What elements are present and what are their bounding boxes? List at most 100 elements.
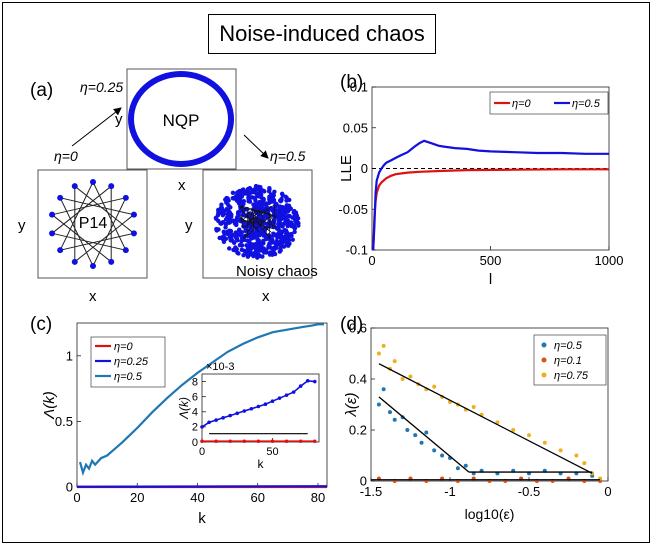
nqp-orbit: [128, 71, 234, 167]
panel-c-inset-point: [214, 418, 218, 422]
chaos-point: [249, 195, 254, 200]
panel-d-point-2: [511, 428, 516, 432]
panel-c-inset-y-tick-label: 8: [192, 376, 198, 388]
panel-b-xlabel: l: [489, 271, 492, 288]
chaos-point: [258, 244, 263, 249]
chaos-point: [218, 221, 224, 226]
chaos-label: Noisy chaos: [236, 263, 318, 280]
chaos-point: [260, 248, 265, 253]
chaos-point: [283, 221, 289, 226]
chaos-point: [234, 218, 240, 224]
panel-c-series-1: [76, 485, 328, 488]
chaos-point: [258, 185, 263, 190]
chaos-point: [225, 217, 230, 222]
chaos-point: [253, 241, 259, 247]
chaos-point: [251, 245, 256, 250]
panel-c-inset-y-tick-label: 4: [192, 407, 198, 419]
chaos-point: [250, 231, 255, 236]
panel-c-inset-point: [298, 384, 303, 388]
arrow-left-to-top: [71, 107, 122, 147]
chaos-point: [227, 246, 232, 251]
chaos-point: [273, 241, 279, 247]
panel-c-inset-point: [305, 379, 310, 383]
chaos-point: [277, 235, 283, 240]
panel-d-point-0: [413, 433, 418, 438]
eta-left-label: η=0: [54, 148, 78, 164]
chaos-point: [231, 240, 237, 246]
chaos-point: [235, 215, 240, 220]
panel-c-inset-y-tick-label: 0: [192, 437, 198, 449]
panel-d-label: (d): [340, 314, 363, 335]
chaos-point: [290, 215, 295, 220]
chaos-point: [267, 244, 272, 250]
eta-top-label: η=0.25: [80, 79, 123, 95]
panel-c-y-tick-label: 1: [66, 348, 73, 363]
figure-title: Noise-induced chaos: [208, 14, 436, 54]
chaos-point: [271, 247, 277, 252]
chaos-point: [257, 199, 262, 205]
panel-d-point-0: [440, 453, 445, 458]
arrow-top-to-right: [243, 134, 269, 159]
figure-title-text: Noise-induced chaos: [219, 21, 425, 46]
chaos-point: [262, 202, 267, 207]
panel-d-point-2: [582, 461, 587, 466]
chaos-point: [271, 197, 277, 203]
nqp-y-label: y: [115, 111, 123, 128]
p14-point: [71, 258, 78, 265]
chaos-point: [261, 240, 266, 246]
panel-d-xlabel: log10(ε): [465, 506, 515, 522]
panel-c-inset-point: [270, 439, 275, 444]
panel-d-y-tick-label: 0: [360, 474, 367, 489]
chaos-point: [287, 204, 292, 209]
chaos-point: [276, 230, 281, 236]
panel-c-inset-point: [200, 439, 204, 444]
panel-c-x-tick-label: 40: [190, 490, 204, 505]
chaos-point: [278, 198, 284, 204]
panel-c-inset-y-tick-label: 2: [192, 422, 198, 434]
panel-c-inset-x-tick-label: 0: [199, 446, 205, 458]
panel-d-fit-line: [378, 363, 593, 474]
p14-point: [49, 230, 56, 237]
chaos-point: [284, 198, 289, 203]
chaos-point: [228, 214, 234, 219]
chaos-point: [278, 214, 284, 219]
panel-d-x-tick-label: -1: [444, 484, 456, 499]
panel-d-point-0: [463, 463, 468, 468]
chaos-point: [235, 211, 241, 216]
panel-d-point-0: [432, 448, 437, 453]
chaos-point: [216, 210, 221, 215]
panel-d-point-2: [400, 377, 405, 381]
eta-right-label: η=0.5: [270, 148, 306, 164]
panel-a-label: (a): [30, 80, 53, 101]
panel-b-legend-label: η=0: [512, 98, 532, 110]
panel-d-point-2: [574, 453, 579, 458]
chaos-point: [223, 236, 229, 242]
chaos-point: [272, 251, 278, 257]
chaos-point: [277, 204, 283, 209]
p14-point: [90, 179, 96, 185]
p14-point: [49, 211, 56, 218]
chaos-point: [271, 231, 276, 236]
panel-b-y-tick-label: 0.05: [343, 120, 368, 135]
panel-b-legend: [489, 91, 609, 115]
panel-d-legend-swatch: [541, 342, 547, 348]
chaos-point: [239, 194, 245, 199]
panel-d-point-2: [376, 351, 381, 356]
chaos-point: [272, 189, 277, 195]
panel-c-ylabel: Λ(k): [41, 391, 58, 420]
chaos-point: [246, 244, 252, 249]
chaos-point: [236, 228, 242, 233]
panel-d-x-tick-label: -0.5: [518, 484, 540, 499]
panel-b-y-tick-label: -0.1: [346, 243, 368, 258]
p14-point: [57, 247, 64, 254]
chaos-point: [277, 249, 283, 254]
p14-point: [122, 194, 129, 201]
chaos-point: [239, 239, 244, 244]
panel-d-legend-label: η=0.75: [554, 370, 589, 382]
panel-c-inset-point: [256, 404, 261, 409]
chaos-point: [276, 222, 281, 227]
panel-c-legend-label: η=0: [114, 341, 134, 353]
p14-box: [37, 169, 148, 279]
